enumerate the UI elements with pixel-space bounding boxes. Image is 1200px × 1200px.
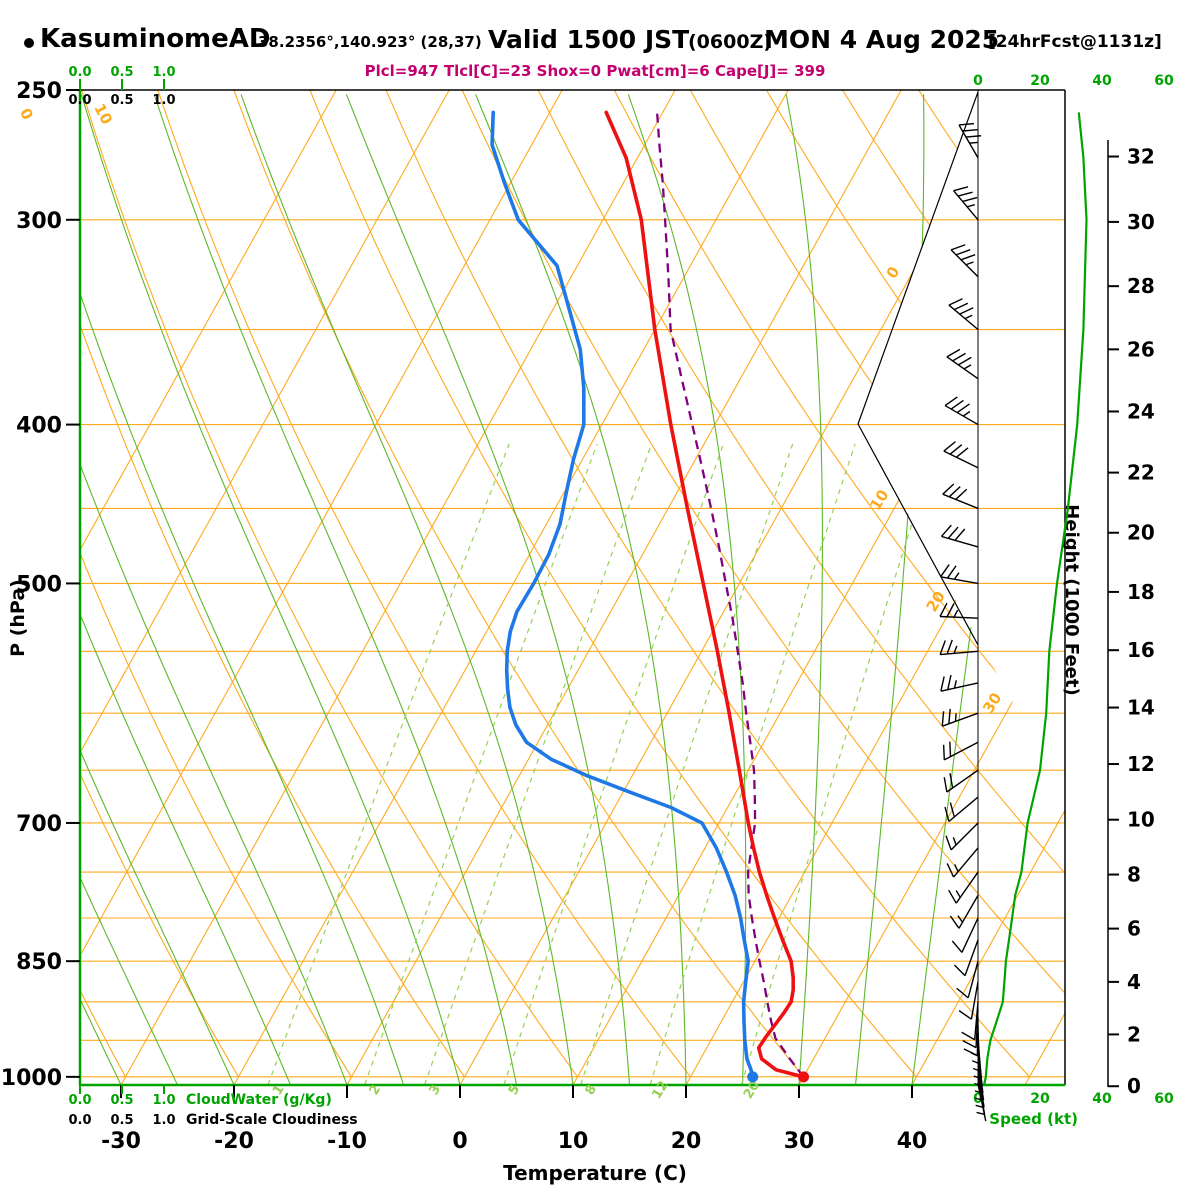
svg-text:0.0: 0.0 bbox=[68, 1113, 91, 1128]
svg-text:22: 22 bbox=[1127, 461, 1155, 485]
svg-text:1.0: 1.0 bbox=[152, 1093, 175, 1108]
svg-text:60: 60 bbox=[1154, 73, 1174, 89]
svg-text:Grid-Scale Cloudiness: Grid-Scale Cloudiness bbox=[186, 1112, 358, 1128]
dewpoint-curve bbox=[490, 110, 755, 1079]
svg-text:24: 24 bbox=[1127, 399, 1155, 423]
svg-text:-30: -30 bbox=[101, 1129, 141, 1154]
svg-text:4: 4 bbox=[1127, 970, 1141, 994]
svg-text:40: 40 bbox=[1092, 73, 1112, 89]
svg-text:-20: -20 bbox=[214, 1129, 254, 1154]
svg-text:20: 20 bbox=[923, 588, 949, 615]
svg-text:40: 40 bbox=[1092, 1091, 1112, 1107]
svg-text:0: 0 bbox=[973, 73, 983, 89]
svg-text:850: 850 bbox=[16, 950, 62, 975]
svg-text:1000: 1000 bbox=[1, 1066, 62, 1091]
svg-text:26: 26 bbox=[1127, 337, 1155, 361]
svg-text:1.0: 1.0 bbox=[152, 65, 175, 80]
svg-text:6: 6 bbox=[1127, 917, 1141, 941]
pressure-gridlines bbox=[80, 89, 1065, 1078]
station-coordinates: 38.2356°,140.923° (28,37) bbox=[258, 33, 482, 51]
surface-dewpoint-dot bbox=[747, 1071, 759, 1083]
temperature-curve bbox=[604, 110, 806, 1079]
svg-text:60: 60 bbox=[1154, 1091, 1174, 1107]
svg-text:20: 20 bbox=[1127, 521, 1155, 545]
svg-text:10: 10 bbox=[558, 1129, 589, 1154]
svg-text:Height (1000 Feet): Height (1000 Feet) bbox=[1061, 504, 1082, 695]
svg-text:28: 28 bbox=[1127, 274, 1155, 298]
svg-text:2: 2 bbox=[1127, 1022, 1141, 1046]
svg-text:0: 0 bbox=[16, 105, 37, 123]
svg-text:P (hPa): P (hPa) bbox=[7, 579, 29, 657]
svg-text:0.0: 0.0 bbox=[68, 65, 91, 80]
stability-indices: Plcl=947 Tlcl[C]=23 Shox=0 Pwat[cm]=6 Ca… bbox=[364, 62, 826, 80]
svg-text:0.5: 0.5 bbox=[110, 93, 133, 108]
parcel-ascent-curve bbox=[655, 112, 805, 1078]
wind-barbs bbox=[939, 122, 987, 1122]
svg-text:250: 250 bbox=[16, 79, 62, 104]
svg-text:400: 400 bbox=[16, 414, 62, 439]
station-name: KasuminomeAD bbox=[40, 24, 271, 54]
valid-time: Valid 1500 JST bbox=[488, 25, 690, 54]
grid-boundary-line bbox=[857, 91, 979, 646]
svg-text:40: 40 bbox=[897, 1129, 928, 1154]
svg-text:20: 20 bbox=[1030, 73, 1050, 89]
svg-text:14: 14 bbox=[1127, 696, 1155, 720]
svg-text:300: 300 bbox=[16, 209, 62, 234]
svg-text:0.5: 0.5 bbox=[110, 1093, 133, 1108]
svg-text:Speed (kt): Speed (kt) bbox=[989, 1110, 1078, 1128]
svg-text:12: 12 bbox=[649, 1078, 671, 1101]
svg-text:30: 30 bbox=[979, 689, 1005, 716]
svg-text:20: 20 bbox=[671, 1129, 702, 1154]
svg-text:700: 700 bbox=[16, 812, 62, 837]
svg-text:0.5: 0.5 bbox=[110, 65, 133, 80]
forecast-reference: [24hrFcst@1131z] bbox=[988, 32, 1162, 52]
svg-text:-10: -10 bbox=[327, 1129, 367, 1154]
valid-time-utc: (0600Z) bbox=[688, 31, 773, 53]
svg-text:30: 30 bbox=[784, 1129, 815, 1154]
svg-text:0: 0 bbox=[452, 1129, 467, 1154]
wind-speed-profile bbox=[983, 112, 1088, 1085]
svg-text:0: 0 bbox=[883, 263, 904, 281]
skewt-grid bbox=[80, 90, 1065, 1085]
surface-temperature-dot bbox=[798, 1071, 810, 1083]
svg-text:12: 12 bbox=[1127, 752, 1155, 776]
svg-text:0.5: 0.5 bbox=[110, 1113, 133, 1128]
svg-text:1.0: 1.0 bbox=[152, 93, 175, 108]
station-marker-icon bbox=[24, 38, 34, 48]
svg-text:10: 10 bbox=[1127, 808, 1155, 832]
svg-text:30: 30 bbox=[1127, 210, 1155, 234]
svg-text:8: 8 bbox=[1127, 863, 1141, 887]
svg-text:CloudWater (g/Kg): CloudWater (g/Kg) bbox=[186, 1092, 332, 1108]
svg-text:0: 0 bbox=[1127, 1074, 1141, 1098]
svg-text:Temperature (C): Temperature (C) bbox=[503, 1161, 687, 1185]
svg-text:0.0: 0.0 bbox=[68, 1093, 91, 1108]
svg-text:1.0: 1.0 bbox=[152, 1113, 175, 1128]
svg-text:18: 18 bbox=[1127, 580, 1155, 604]
svg-text:500: 500 bbox=[16, 572, 62, 597]
svg-text:32: 32 bbox=[1127, 145, 1155, 169]
svg-text:0.0: 0.0 bbox=[68, 93, 91, 108]
svg-text:20: 20 bbox=[1030, 1091, 1050, 1107]
svg-text:16: 16 bbox=[1127, 638, 1155, 662]
valid-date: MON 4 Aug 2025 bbox=[764, 25, 1000, 54]
svg-text:10: 10 bbox=[866, 486, 892, 513]
